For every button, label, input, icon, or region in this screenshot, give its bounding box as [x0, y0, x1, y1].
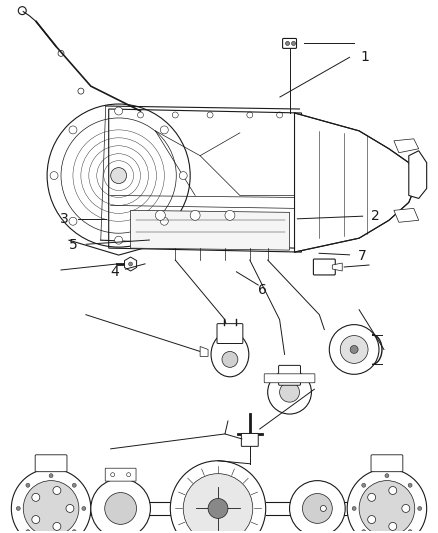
Circle shape [26, 530, 30, 533]
Circle shape [367, 515, 376, 523]
Circle shape [69, 126, 77, 134]
Circle shape [49, 474, 53, 478]
Circle shape [222, 351, 238, 367]
Polygon shape [200, 346, 208, 357]
FancyBboxPatch shape [241, 433, 258, 446]
Text: 2: 2 [371, 209, 380, 223]
Text: 4: 4 [110, 265, 119, 279]
Circle shape [225, 211, 235, 220]
Text: 5: 5 [69, 238, 78, 252]
Circle shape [190, 211, 200, 220]
Circle shape [279, 382, 300, 402]
Circle shape [350, 345, 358, 353]
Polygon shape [394, 208, 419, 222]
Circle shape [16, 506, 20, 511]
Circle shape [303, 494, 332, 523]
Circle shape [352, 506, 356, 511]
Circle shape [418, 506, 422, 511]
Circle shape [179, 172, 187, 180]
Circle shape [32, 494, 40, 502]
FancyBboxPatch shape [217, 324, 243, 343]
Circle shape [402, 504, 410, 512]
Circle shape [160, 126, 168, 134]
Text: 3: 3 [60, 212, 69, 226]
Circle shape [183, 474, 253, 533]
Circle shape [105, 492, 137, 524]
Circle shape [72, 530, 76, 533]
Circle shape [111, 168, 127, 183]
Circle shape [26, 483, 30, 487]
Circle shape [160, 217, 168, 225]
Polygon shape [332, 263, 342, 271]
Polygon shape [409, 151, 427, 198]
Circle shape [208, 498, 228, 519]
Circle shape [72, 483, 76, 487]
Circle shape [367, 494, 376, 502]
Circle shape [329, 325, 379, 374]
Polygon shape [394, 139, 419, 153]
Circle shape [170, 461, 266, 533]
Circle shape [389, 522, 397, 530]
Circle shape [115, 107, 123, 115]
Circle shape [50, 172, 58, 180]
Circle shape [362, 530, 366, 533]
FancyBboxPatch shape [35, 455, 67, 472]
Text: 6: 6 [258, 284, 267, 297]
Circle shape [389, 487, 397, 495]
FancyBboxPatch shape [105, 468, 136, 481]
Circle shape [385, 474, 389, 478]
Circle shape [53, 522, 61, 530]
FancyBboxPatch shape [371, 455, 403, 472]
Polygon shape [109, 109, 301, 252]
Circle shape [23, 481, 79, 533]
Circle shape [53, 487, 61, 495]
Polygon shape [131, 211, 290, 250]
Circle shape [320, 505, 326, 512]
Polygon shape [294, 113, 414, 252]
Circle shape [11, 469, 91, 533]
Polygon shape [124, 257, 137, 271]
Text: 1: 1 [360, 50, 369, 64]
Circle shape [286, 42, 290, 45]
Circle shape [268, 370, 311, 414]
Circle shape [347, 469, 427, 533]
FancyBboxPatch shape [264, 374, 315, 383]
Circle shape [91, 479, 150, 533]
Circle shape [408, 530, 412, 533]
Circle shape [82, 506, 86, 511]
Circle shape [129, 262, 133, 266]
Circle shape [115, 236, 123, 244]
Circle shape [340, 336, 368, 364]
Circle shape [66, 504, 74, 512]
Circle shape [32, 515, 40, 523]
Text: 7: 7 [358, 249, 367, 263]
Circle shape [292, 42, 296, 45]
Ellipse shape [211, 332, 249, 377]
Circle shape [290, 481, 345, 533]
FancyBboxPatch shape [314, 259, 335, 275]
Circle shape [362, 483, 366, 487]
Circle shape [359, 481, 415, 533]
FancyBboxPatch shape [283, 38, 297, 49]
FancyBboxPatch shape [279, 365, 300, 385]
Circle shape [155, 211, 165, 220]
Circle shape [408, 483, 412, 487]
Circle shape [69, 217, 77, 225]
